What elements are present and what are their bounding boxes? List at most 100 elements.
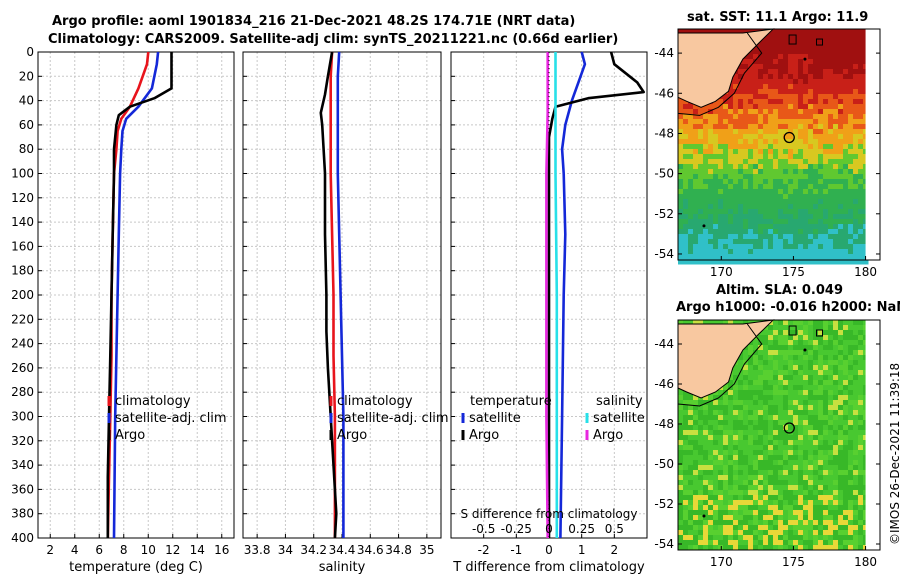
sst_map-pixel: [733, 229, 739, 235]
sla_map-pixel: [833, 435, 839, 441]
sst_map-pixel: [713, 239, 719, 245]
sst_map-pixel: [823, 164, 829, 170]
sst_map-pixel: [783, 189, 789, 195]
sst_map-pixel: [708, 114, 714, 120]
sst_map-pixel: [678, 144, 684, 150]
sst_map-pixel: [843, 114, 849, 120]
sla_map-pixel: [803, 535, 809, 541]
sst_map-pixel: [808, 184, 814, 190]
sst_map-pixel: [723, 249, 729, 255]
sla_map-pixel: [738, 385, 744, 391]
sla_map-pixel: [693, 320, 699, 326]
sla_map-ytick-label: -52: [654, 497, 674, 511]
sst_map-pixel: [823, 99, 829, 105]
sst_map-pixel: [733, 74, 739, 80]
sla_map-pixel: [753, 455, 759, 461]
sst_map-pixel: [733, 234, 739, 240]
sst_map-pixel: [788, 254, 794, 260]
sla_map-pixel: [798, 545, 804, 551]
sst_map-pixel: [793, 149, 799, 155]
sst_map-pixel: [773, 144, 779, 150]
sst_map-pixel: [808, 59, 814, 65]
sst_map-pixel: [778, 99, 784, 105]
sla_map-pixel: [763, 370, 769, 376]
sst_map-pixel: [848, 199, 854, 205]
sst_map-pixel: [743, 214, 749, 220]
sst_map-pixel: [748, 64, 754, 70]
sst_map-pixel: [733, 134, 739, 140]
sst_map-pixel: [833, 224, 839, 230]
sst_map-pixel: [753, 79, 759, 85]
sst_map-pixel: [793, 54, 799, 60]
sla_map-pixel: [818, 410, 824, 416]
sla_map-pixel: [743, 370, 749, 376]
sla_map-pixel: [748, 380, 754, 386]
sst_map-pixel: [773, 229, 779, 235]
sla_map-pixel: [738, 485, 744, 491]
sla_map-pixel: [708, 520, 714, 526]
sst_map-pixel: [738, 199, 744, 205]
sst_map-pixel: [693, 259, 699, 265]
sst_map-pixel: [718, 204, 724, 210]
sla_map-pixel: [843, 515, 849, 521]
sla_map-pixel: [703, 495, 709, 501]
sst_map-pixel: [698, 119, 704, 125]
sla_map-pixel: [728, 545, 734, 551]
sla_map-pixel: [748, 370, 754, 376]
sla_map-pixel: [788, 415, 794, 421]
sla_map-pixel: [828, 510, 834, 516]
sst_map-pixel: [838, 154, 844, 160]
sla_map-pixel: [803, 405, 809, 411]
sla_map-pixel: [828, 330, 834, 336]
sst_map-pixel: [818, 204, 824, 210]
sla_map-pixel: [693, 445, 699, 451]
sst_map-pixel: [733, 259, 739, 265]
sla_map-pixel: [678, 445, 684, 451]
sst_map-pixel: [748, 224, 754, 230]
sla_map-pixel: [833, 370, 839, 376]
sst_map-pixel: [703, 139, 709, 145]
sla_map-pixel: [718, 505, 724, 511]
sla_map-pixel: [678, 475, 684, 481]
sst_map-pixel: [758, 234, 764, 240]
sla_map-pixel: [808, 515, 814, 521]
sst_map-pixel: [728, 104, 734, 110]
temperature-xlabel: temperature (deg C): [69, 560, 203, 575]
sla_map-pixel: [728, 450, 734, 456]
sla_map-pixel: [843, 390, 849, 396]
sst_map-pixel: [783, 209, 789, 215]
sla_map-pixel: [698, 530, 704, 536]
sla_map-pixel: [843, 335, 849, 341]
sst_map-pixel: [808, 229, 814, 235]
sla_map-pixel: [778, 345, 784, 351]
sst_map-pixel: [708, 124, 714, 130]
sst_map-pixel: [828, 74, 834, 80]
sla_map-pixel: [703, 470, 709, 476]
sst_map-pixel: [773, 209, 779, 215]
sst_map-pixel: [713, 169, 719, 175]
sst_map-pixel: [708, 119, 714, 125]
sst_map-pixel: [688, 214, 694, 220]
difference-xtick-label: 2: [611, 543, 619, 557]
sla_map-pixel: [833, 390, 839, 396]
sst_map-pixel: [823, 159, 829, 165]
sst_map-pixel: [763, 149, 769, 155]
sst_map-pixel: [808, 64, 814, 70]
sst_map-pixel: [748, 144, 754, 150]
sst_map-pixel: [833, 204, 839, 210]
sla_map-pixel: [758, 505, 764, 511]
sst_map-pixel: [798, 129, 804, 135]
sst_map-pixel: [733, 149, 739, 155]
sst_map-pixel: [773, 164, 779, 170]
sla_map-pixel: [838, 400, 844, 406]
sst_map-pixel: [778, 179, 784, 185]
sst_map-pixel: [748, 234, 754, 240]
sst_map-pixel: [713, 229, 719, 235]
sst_map-pixel: [813, 159, 819, 165]
sst_map-pixel: [833, 114, 839, 120]
sla_map-pixel: [848, 325, 854, 331]
sst_map-pixel: [783, 129, 789, 135]
sst_map-pixel: [748, 124, 754, 130]
sst_map-pixel: [703, 119, 709, 125]
sst_map-pixel: [688, 209, 694, 215]
